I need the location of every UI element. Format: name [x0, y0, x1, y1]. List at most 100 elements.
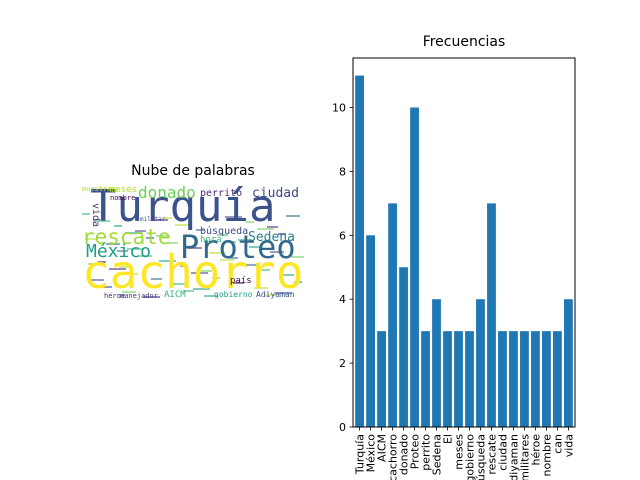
wordcloud-small-word: [291, 256, 304, 258]
wordcloud-small-word: [183, 290, 194, 292]
x-tick-label: AICM: [376, 434, 389, 462]
wordcloud-word: hora: [200, 235, 222, 245]
wordcloud-word: ciudad: [252, 186, 299, 201]
wordcloud-small-word: [286, 215, 300, 217]
wordcloud-small-word: [130, 273, 138, 275]
wordcloud-word: cachorro: [82, 245, 304, 299]
wordcloud-small-word: [119, 266, 130, 268]
wordcloud-small-word: [122, 291, 136, 293]
wordcloud-small-word: [254, 287, 268, 289]
wordcloud-word: Proteo: [180, 228, 296, 266]
wordcloud-small-word: [146, 237, 154, 239]
wordcloud-small-word: [93, 220, 110, 222]
wordcloud-small-word: [191, 272, 208, 274]
wordcloud-small-word: [98, 261, 106, 263]
wordcloud-small-word: [156, 235, 170, 237]
x-tick-label: México: [365, 434, 378, 473]
x-tick-label: El: [442, 434, 455, 444]
wordcloud-word: meses: [110, 185, 138, 195]
wordcloud-small-word: [275, 292, 292, 294]
wordcloud-small-word: [114, 225, 122, 227]
x-tick-label: can: [551, 434, 564, 454]
wordcloud-word: país: [230, 276, 252, 286]
wordcloud-small-word: [188, 247, 202, 249]
bar: [432, 299, 441, 427]
wordcloud-small-word: [238, 239, 252, 241]
wordcloud-word: militar: [140, 216, 166, 223]
wordcloud-small-word: [159, 260, 176, 262]
x-tick-label: vida: [562, 434, 575, 457]
wordcloud-small-word: [278, 233, 286, 235]
wordcloud-word: rescate: [82, 225, 171, 249]
wordcloud-word: búsqueda: [200, 226, 249, 237]
wordcloud-small-word: [138, 255, 152, 257]
wordcloud-image: Turquía cachorro Proteo rescate México donado…: [82, 185, 304, 301]
x-tick-label: Proteo: [409, 434, 422, 470]
wordcloud-small-word: [267, 226, 278, 228]
wordcloud-small-word: [241, 264, 258, 266]
x-tick-label: Adiyaman: [507, 434, 520, 480]
x-tick-label: héroe: [529, 434, 542, 466]
wordcloud-word: gobierno: [214, 290, 253, 299]
wordcloud-small-word: [154, 219, 168, 221]
x-tick-label: nombre: [540, 434, 553, 477]
wordcloud-small-word: [265, 294, 276, 296]
x-tick-label: ciudad: [496, 434, 509, 471]
y-tick-label: 10: [332, 102, 346, 115]
wordcloud-word: donado: [138, 185, 196, 202]
bar: [531, 331, 540, 427]
bar: [498, 331, 507, 427]
bar: [487, 203, 496, 427]
wordcloud-small-word: [270, 251, 284, 253]
wordcloud-small-word: [117, 250, 128, 252]
wordcloud-small-word: [125, 232, 142, 234]
wordcloud-small-word: [180, 265, 188, 267]
wordcloud-small-word: [262, 269, 270, 271]
wordcloud-word: héroe: [104, 292, 126, 300]
bar: [355, 75, 364, 428]
wordcloud-small-word: [196, 229, 204, 231]
x-tick-label: gobierno: [463, 434, 476, 480]
wordcloud-word: Turquía: [90, 185, 276, 232]
bar: [465, 331, 474, 427]
wordcloud-word: perrito: [200, 188, 243, 199]
wordcloud-word: AICM: [164, 290, 186, 300]
bar: [421, 331, 430, 427]
wordcloud-small-word: [101, 286, 112, 288]
y-tick-label: 4: [339, 293, 346, 306]
wordcloud-small-word: [143, 296, 160, 298]
y-tick-label: 0: [339, 421, 346, 434]
axes-frame: [352, 57, 576, 428]
wordcloud-small-word: [246, 221, 254, 223]
bar: [366, 235, 375, 427]
x-tick-label: rescate: [485, 434, 498, 475]
wordcloud-small-word: [283, 274, 294, 276]
bar: [443, 331, 452, 427]
bar: [542, 331, 551, 427]
wordcloud-small-word: [90, 279, 104, 281]
wordcloud-small-word: [109, 268, 126, 270]
wordcloud-word: Sedena: [248, 230, 295, 245]
wordcloud-small-word: [127, 248, 144, 250]
y-tick-label: 8: [339, 165, 346, 178]
x-tick-label: Sedena: [431, 434, 444, 475]
x-tick-label: militares: [518, 434, 531, 480]
bar: [377, 331, 386, 427]
wordcloud-small-word: [106, 243, 120, 245]
wordcloud-title: Nube de palabras: [131, 163, 255, 179]
wordcloud-small-word: [228, 241, 236, 243]
bar: [564, 299, 573, 427]
wordcloud-small-word: [172, 283, 186, 285]
wordcloud-small-word: [294, 281, 302, 283]
wordcloud-small-word: [85, 238, 96, 240]
x-tick-label: búsqueda: [474, 434, 487, 480]
bar: [399, 267, 408, 427]
bar: [454, 331, 463, 427]
wordcloud-word: manejador: [120, 292, 158, 300]
wordcloud-small-word: [88, 263, 102, 265]
wordcloud-small-word: [230, 257, 238, 259]
wordcloud-small-word: [212, 277, 220, 279]
x-tick-label: donado: [398, 434, 411, 475]
x-tick-label: cachorro: [387, 434, 400, 480]
